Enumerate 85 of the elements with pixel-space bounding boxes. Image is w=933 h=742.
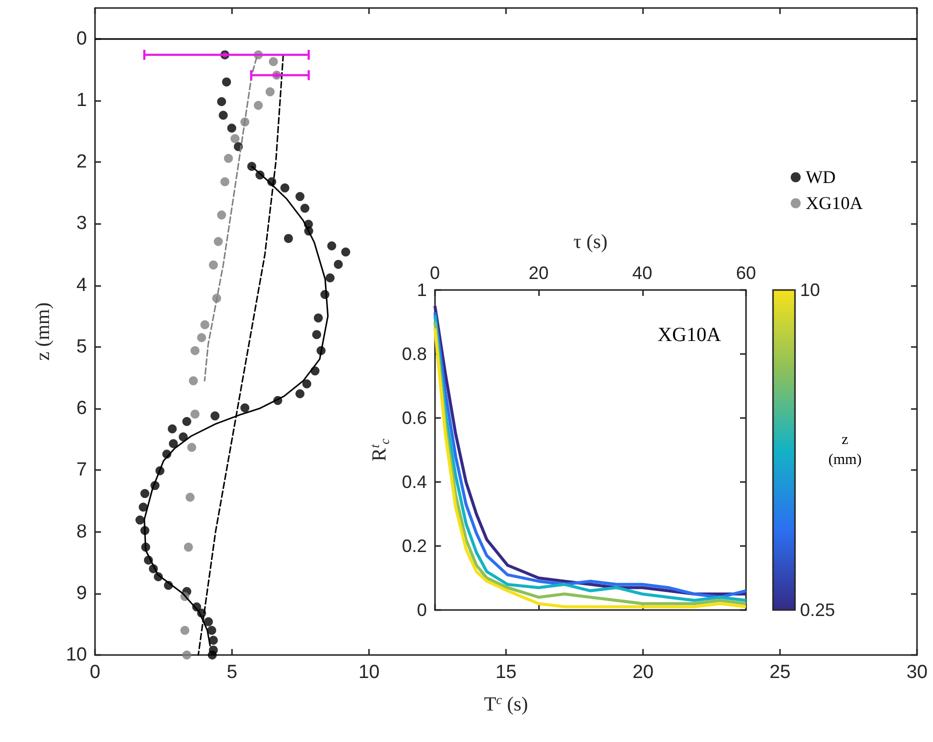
point [218, 110, 228, 120]
point [208, 636, 218, 645]
point [230, 134, 240, 144]
point [240, 403, 250, 412]
x-tick-label: 10 [358, 662, 380, 683]
x-tick-label: 0 [90, 662, 100, 683]
y-tick-label: 1 [416, 280, 427, 300]
y-tick-label: 6 [76, 398, 87, 420]
point [208, 650, 217, 660]
point [204, 617, 213, 626]
y-tick-label: 0.8 [402, 344, 427, 364]
x-tick-label: 30 [906, 662, 928, 683]
point [254, 100, 263, 110]
point [300, 204, 310, 213]
point [266, 87, 275, 96]
point [180, 626, 190, 635]
point [341, 248, 350, 257]
x-axis-title: τ (s) [573, 231, 608, 253]
point [268, 57, 278, 66]
y-tick-label: 9 [76, 582, 87, 604]
point [214, 237, 223, 246]
point [140, 489, 150, 498]
point [210, 411, 220, 420]
point [188, 376, 198, 386]
x-tick-label: 25 [769, 662, 791, 683]
point [135, 516, 144, 525]
x-tick-label: 5 [226, 662, 238, 683]
y-tick-label: 0.6 [402, 408, 427, 428]
x-tick-label: 40 [632, 263, 652, 283]
color-bar-label: 0.25 [800, 600, 836, 620]
point [138, 502, 148, 512]
y-axis-title: Rtc [367, 438, 392, 462]
color-bar-title: z (mm) [828, 432, 862, 468]
point [220, 177, 230, 186]
point [168, 439, 178, 448]
point [182, 650, 192, 660]
point [314, 313, 323, 322]
y-tick-label: 10 [66, 644, 87, 666]
legend-label: XG10A [806, 193, 863, 214]
x-tick-label: 60 [736, 263, 756, 283]
point [197, 333, 206, 342]
point [208, 260, 218, 270]
point [327, 241, 336, 250]
point [217, 97, 226, 106]
x-tick-label: 15 [495, 662, 517, 683]
y-axis-title: z (mm) [32, 302, 54, 361]
y-tick-label: 0 [416, 600, 427, 620]
y-tick-label: 7 [76, 460, 87, 481]
point [187, 442, 196, 452]
point [190, 346, 200, 356]
x-tick-label: 20 [528, 263, 549, 283]
point [182, 416, 192, 426]
point [312, 330, 322, 340]
y-tick-label: 1 [76, 90, 87, 111]
color-bar-label: 10 [800, 280, 820, 300]
y-tick-label: 5 [76, 336, 87, 358]
point [186, 492, 195, 502]
x-tick-label: 20 [632, 662, 654, 683]
x-tick-label: 0 [430, 263, 440, 283]
annotation: XG10A [658, 324, 722, 346]
point [302, 379, 312, 388]
point [224, 154, 233, 163]
point [295, 192, 304, 202]
point [295, 389, 304, 398]
point [200, 320, 210, 330]
y-tick-label: 3 [76, 213, 87, 234]
point [222, 77, 232, 86]
point [178, 432, 188, 442]
point [334, 260, 343, 269]
point [168, 424, 177, 434]
y-tick-label: 2 [76, 152, 87, 173]
point [227, 124, 236, 133]
point [207, 626, 216, 635]
point [184, 542, 193, 552]
y-tick-label: 0.4 [402, 472, 427, 492]
y-tick-label: 0 [76, 28, 87, 50]
y-tick-label: 0.2 [402, 536, 427, 556]
y-tick-label: 4 [76, 274, 88, 296]
point [284, 234, 293, 243]
point [326, 273, 335, 282]
point [280, 183, 290, 192]
legend-label: WD [806, 167, 836, 188]
point [190, 410, 200, 419]
point [217, 210, 226, 220]
y-tick-label: 8 [76, 521, 87, 542]
